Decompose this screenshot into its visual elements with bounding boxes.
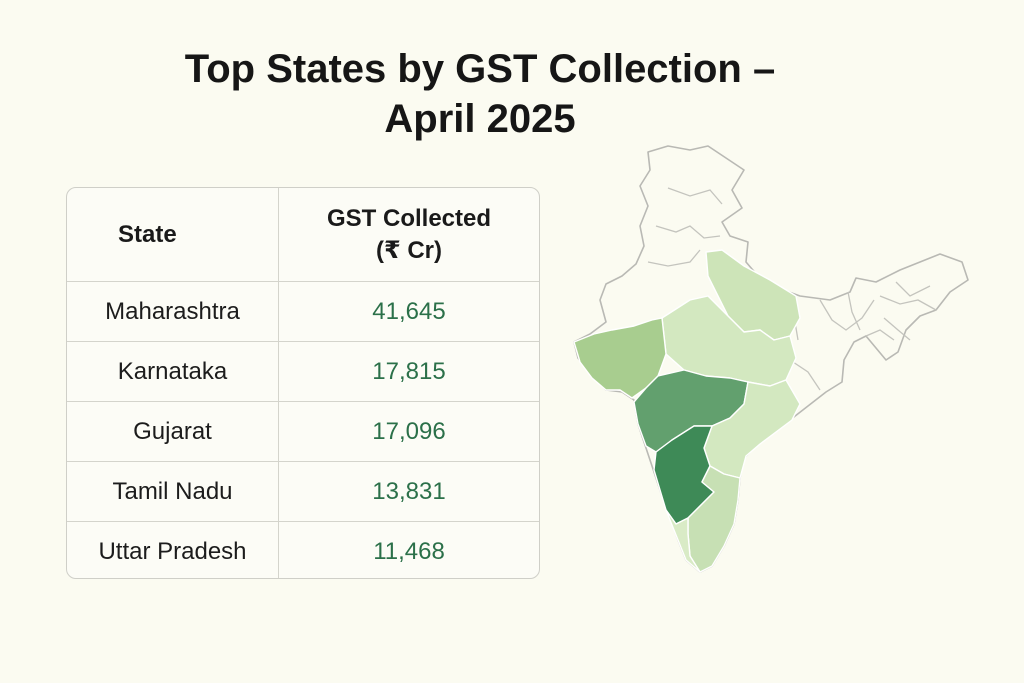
- gst-value-cell: 11,468: [373, 537, 445, 565]
- gst-value-cell: 41,645: [278, 281, 539, 342]
- gst-value-cell: 17,096: [278, 401, 539, 462]
- map-east-coast-region: [703, 379, 801, 479]
- state-cell: Maharashtra: [67, 281, 279, 342]
- chart-title: Top States by GST Collection – April 202…: [40, 44, 920, 144]
- table-row: Gujarat 17,096: [67, 401, 539, 462]
- table-row: Maharashtra 41,645: [67, 281, 539, 342]
- column-header-gst-line-1: GST Collected: [326, 204, 492, 232]
- india-choropleth-map: [573, 145, 969, 573]
- table-row: Tamil Nadu 13,831: [67, 461, 539, 522]
- table-header-row: State GST Collected (₹ Cr): [67, 188, 539, 282]
- state-cell: Uttar Pradesh: [67, 521, 279, 578]
- map-state-kerala: [665, 509, 701, 573]
- table-row: Uttar Pradesh 11,468: [67, 521, 539, 578]
- gst-table-grid: State GST Collected (₹ Cr) Maharashtra 4…: [67, 188, 539, 578]
- chart-title-line-2: April 2025: [384, 97, 576, 141]
- state-cell: Tamil Nadu: [67, 461, 279, 522]
- gst-value-cell: 17,815: [278, 341, 539, 402]
- column-header-gst-line-2: (₹ Cr): [375, 236, 443, 264]
- column-header-state: State: [67, 188, 279, 282]
- state-cell: Karnataka: [67, 341, 279, 402]
- table-row: Karnataka 17,815: [67, 341, 539, 402]
- gst-value-cell: 13,831: [278, 461, 539, 522]
- chart-title-line-1: Top States by GST Collection –: [184, 47, 776, 91]
- column-header-gst: GST Collected (₹ Cr): [278, 188, 539, 282]
- gst-table: State GST Collected (₹ Cr) Maharashtra 4…: [66, 187, 540, 579]
- state-cell: Gujarat: [67, 401, 279, 462]
